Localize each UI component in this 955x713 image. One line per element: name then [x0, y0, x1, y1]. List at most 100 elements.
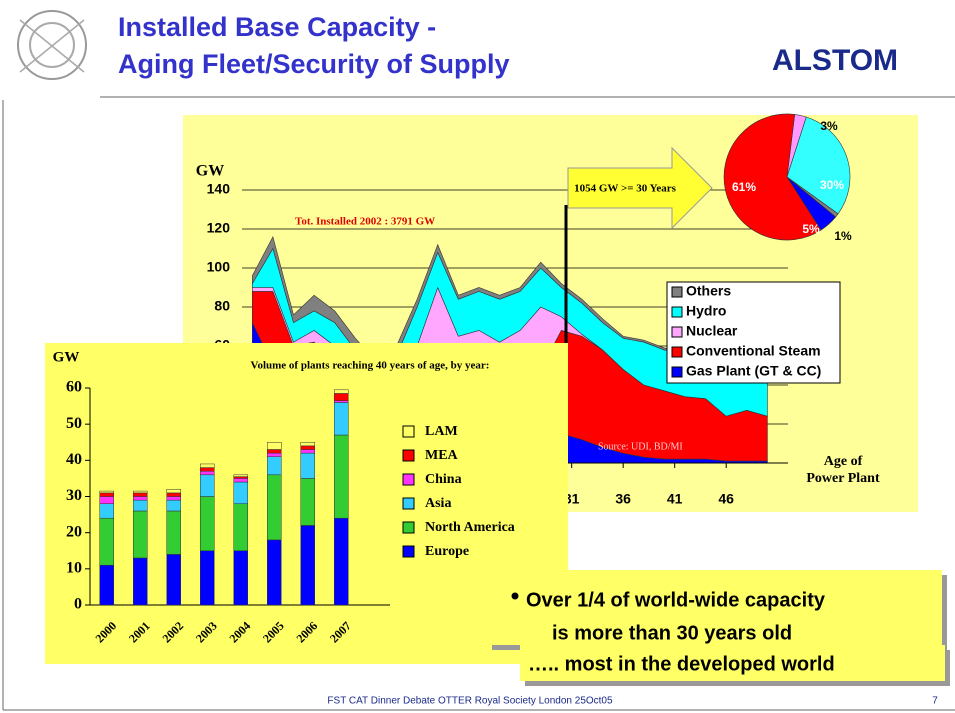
legend-label: Nuclear [686, 323, 738, 339]
y-tick-label: 140 [207, 181, 231, 197]
bar [334, 400, 349, 403]
legend-label: Conventional Steam [686, 343, 821, 359]
callout-arrow [567, 146, 713, 230]
bar [133, 492, 148, 497]
legend: Others Hydro Nuclear Conventional Steam Gas … [666, 281, 841, 384]
bar [267, 442, 282, 450]
bar [300, 445, 315, 450]
bullet-text: ….. most in the developed world [528, 653, 835, 675]
bar [334, 393, 349, 401]
bar [334, 389, 349, 394]
legend-label: MEA [425, 448, 459, 463]
title-line: Aging Fleet/Security of Supply [118, 49, 510, 79]
logo-stroke [19, 19, 85, 73]
bullet-text: is more than 30 years old [552, 622, 792, 644]
bar [233, 478, 248, 483]
bar [267, 452, 282, 457]
bullet-text: Over 1/4 of world-wide capacity [526, 589, 826, 611]
bar [300, 449, 315, 454]
legend-swatch [402, 521, 415, 534]
legend-label: Asia [425, 496, 451, 511]
bar [200, 474, 215, 497]
bar [267, 456, 282, 476]
x-tick-label: 36 [615, 491, 631, 507]
annotation: Tot. Installed 2002 : 3791 GW [295, 216, 435, 228]
bullet-dot [511, 592, 519, 600]
bar [99, 490, 114, 494]
bar [166, 499, 181, 512]
legend-swatch [402, 497, 415, 510]
legend-label: Europe [425, 544, 469, 559]
pie-chart: 1054 GW >= 30 Years 3% 30% 1% 5% 61% [567, 113, 852, 243]
legend-swatch [402, 545, 415, 558]
bar [267, 474, 282, 541]
logo-emblem-inner [29, 22, 75, 68]
bar [133, 496, 148, 501]
data-label: 1% [834, 229, 852, 243]
annotation: Source: UDI, BD/MI [598, 441, 683, 452]
legend-label: China [425, 472, 462, 487]
y-tick-label: 40 [66, 451, 82, 468]
x-tick-label: 46 [718, 491, 734, 507]
bar [200, 470, 215, 476]
bar [300, 452, 315, 479]
logo: ALSTOM [772, 44, 898, 77]
bar [200, 550, 215, 606]
pie-slice [786, 116, 851, 215]
bar [166, 554, 181, 606]
y-tick-label: 80 [214, 298, 230, 314]
bar [300, 478, 315, 526]
legend-swatch [402, 449, 415, 462]
y-tick-label: 20 [66, 523, 82, 540]
bar [99, 517, 114, 566]
bar [166, 489, 181, 494]
x-axis-label: Age of [824, 454, 863, 469]
footer: FST CAT Dinner Debate OTTER Royal Societ… [327, 696, 613, 707]
x-tick-label: 41 [667, 491, 683, 507]
bar [267, 539, 282, 606]
bar [233, 503, 248, 552]
bar [133, 510, 148, 559]
bullet-box [487, 570, 942, 645]
bar [133, 499, 148, 512]
y-axis-label: GW [196, 163, 224, 180]
bar [166, 492, 181, 497]
page-number: 7 [932, 696, 938, 707]
bar [133, 490, 148, 494]
callout-text: 1054 GW >= 30 Years [574, 183, 676, 195]
bar [200, 496, 215, 551]
bar [99, 503, 114, 519]
y-axis-label: GW [53, 349, 80, 365]
bar [233, 481, 248, 504]
bar [99, 496, 114, 504]
bullets: Over 1/4 of world-wide capacity is more … [487, 570, 950, 686]
data-label: 61% [732, 180, 756, 194]
y-tick-label: 60 [66, 379, 82, 396]
bar [166, 510, 181, 555]
legend-swatch [671, 346, 683, 358]
legend-label: North America [425, 520, 515, 535]
data-label: 3% [820, 119, 838, 133]
header: Installed Base Capacity - Aging Fleet/Se… [17, 10, 955, 98]
legend-swatch [671, 306, 683, 318]
chart-title: Volume of plants reaching 40 years of ag… [251, 360, 490, 372]
bar [267, 449, 282, 454]
bar [233, 474, 248, 477]
legend-box [666, 281, 841, 384]
legend-swatch [671, 366, 683, 378]
bar [334, 517, 349, 606]
legend-swatch [402, 473, 415, 486]
x-axis-label: Power Plant [806, 471, 880, 486]
logo-emblem [17, 10, 87, 80]
legend-swatch [402, 425, 415, 438]
bar [166, 496, 181, 501]
data-label: 30% [820, 178, 844, 192]
y-tick-label: 120 [207, 220, 231, 236]
y-tick-label: 30 [66, 487, 82, 504]
legend-swatch [671, 286, 683, 298]
bar [300, 525, 315, 606]
y-tick-label: 10 [66, 560, 82, 577]
bar [300, 442, 315, 447]
